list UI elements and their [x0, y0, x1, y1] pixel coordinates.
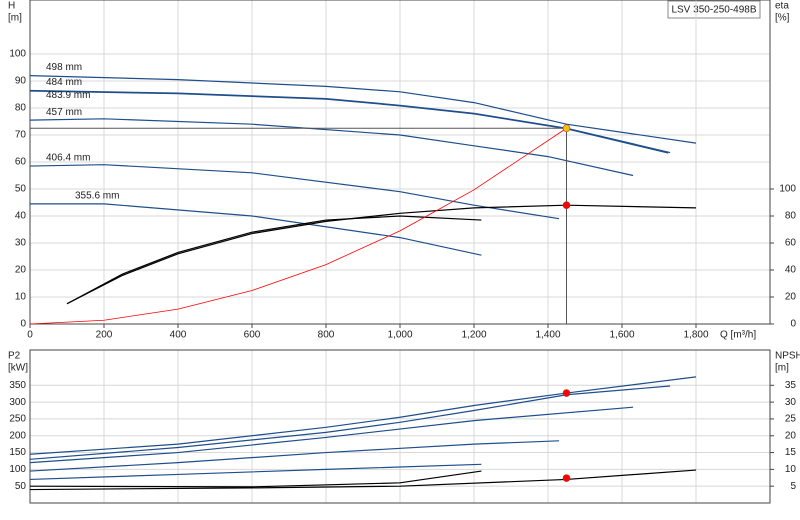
x-tick-label: 1,000 — [387, 330, 412, 341]
y-tick-label: 350 — [9, 380, 26, 391]
y-axis-unit: [m] — [8, 13, 22, 24]
x-tick-label: 400 — [170, 330, 187, 341]
plot-frame — [29, 349, 771, 504]
y-axis-label: P2 — [8, 351, 21, 362]
y-tick-label: 10 — [15, 292, 27, 303]
x-tick-label: 600 — [244, 330, 261, 341]
x-tick-label: 0 — [27, 330, 33, 341]
chart-title: LSV 350-250-498B — [671, 5, 756, 16]
curve-label: 355.6 mm — [75, 190, 119, 201]
x-tick-label: 1,600 — [609, 330, 634, 341]
plot-frame — [29, 0, 771, 325]
curve — [29, 118, 634, 177]
y2-tick-label: 20 — [785, 292, 797, 303]
y2-axis-unit: [%] — [775, 13, 790, 24]
y-axis-label: H — [8, 1, 15, 12]
duty-point — [562, 474, 571, 482]
y-tick-label: 0 — [20, 319, 26, 330]
y2-tick-label: 25 — [785, 414, 797, 425]
y-tick-label: 20 — [15, 265, 27, 276]
y-axis-unit: [kW] — [8, 363, 28, 374]
y-tick-label: 250 — [9, 414, 26, 425]
y2-tick-label: 15 — [785, 447, 797, 458]
curve — [29, 470, 482, 488]
y-tick-label: 150 — [9, 447, 26, 458]
y-tick-label: 50 — [15, 184, 27, 195]
curve — [29, 89, 671, 154]
x-tick-label: 200 — [96, 330, 113, 341]
y-tick-label: 70 — [15, 130, 27, 141]
y-tick-label: 90 — [15, 76, 27, 87]
duty-point — [562, 124, 571, 133]
y2-tick-label: 30 — [785, 397, 797, 408]
y2-tick-label: 35 — [785, 380, 797, 391]
curve — [29, 469, 697, 491]
y2-tick-label: 100 — [779, 184, 796, 195]
curve — [29, 406, 634, 464]
y-tick-label: 100 — [9, 49, 26, 60]
curve-label: 457 mm — [46, 107, 82, 118]
duty-point — [562, 389, 571, 397]
curve-label: 484 mm — [46, 77, 82, 88]
y2-tick-label: 10 — [785, 464, 797, 475]
curve — [29, 376, 697, 455]
y2-tick-label: 0 — [790, 319, 796, 330]
x-tick-label: 1,800 — [683, 330, 708, 341]
curve — [30, 203, 482, 256]
curve-label: 498 mm — [46, 62, 82, 73]
y2-axis-unit: [m] — [775, 363, 789, 374]
y-tick-label: 200 — [9, 430, 26, 441]
y2-tick-label: 40 — [785, 265, 797, 276]
x-axis-label: Q [m³/h] — [720, 330, 756, 341]
y-tick-label: 30 — [15, 238, 27, 249]
duty-point — [562, 201, 571, 209]
y2-tick-label: 60 — [785, 238, 797, 249]
x-tick-label: 1,200 — [461, 330, 486, 341]
curve — [66, 204, 697, 305]
y-tick-label: 100 — [9, 464, 26, 475]
curve — [29, 75, 697, 144]
x-tick-label: 1,400 — [535, 330, 560, 341]
curve — [29, 440, 560, 472]
y-tick-label: 50 — [15, 481, 27, 492]
y-tick-label: 40 — [15, 211, 27, 222]
y2-tick-label: 80 — [785, 211, 797, 222]
y-tick-label: 300 — [9, 397, 26, 408]
y2-tick-label: 5 — [790, 481, 796, 492]
curve — [29, 127, 567, 325]
y2-tick-label: 20 — [785, 430, 797, 441]
title-box — [667, 0, 761, 19]
y2-axis-label: NPSH — [775, 351, 800, 362]
y-tick-label: 80 — [15, 103, 27, 114]
curve-label: 406.4 mm — [46, 153, 90, 164]
curve — [66, 215, 482, 305]
x-tick-label: 800 — [318, 330, 335, 341]
y-tick-label: 60 — [15, 157, 27, 168]
y2-axis-label: eta — [775, 1, 789, 12]
curve — [29, 463, 482, 481]
curve-label: 483.9 mm — [46, 90, 90, 101]
